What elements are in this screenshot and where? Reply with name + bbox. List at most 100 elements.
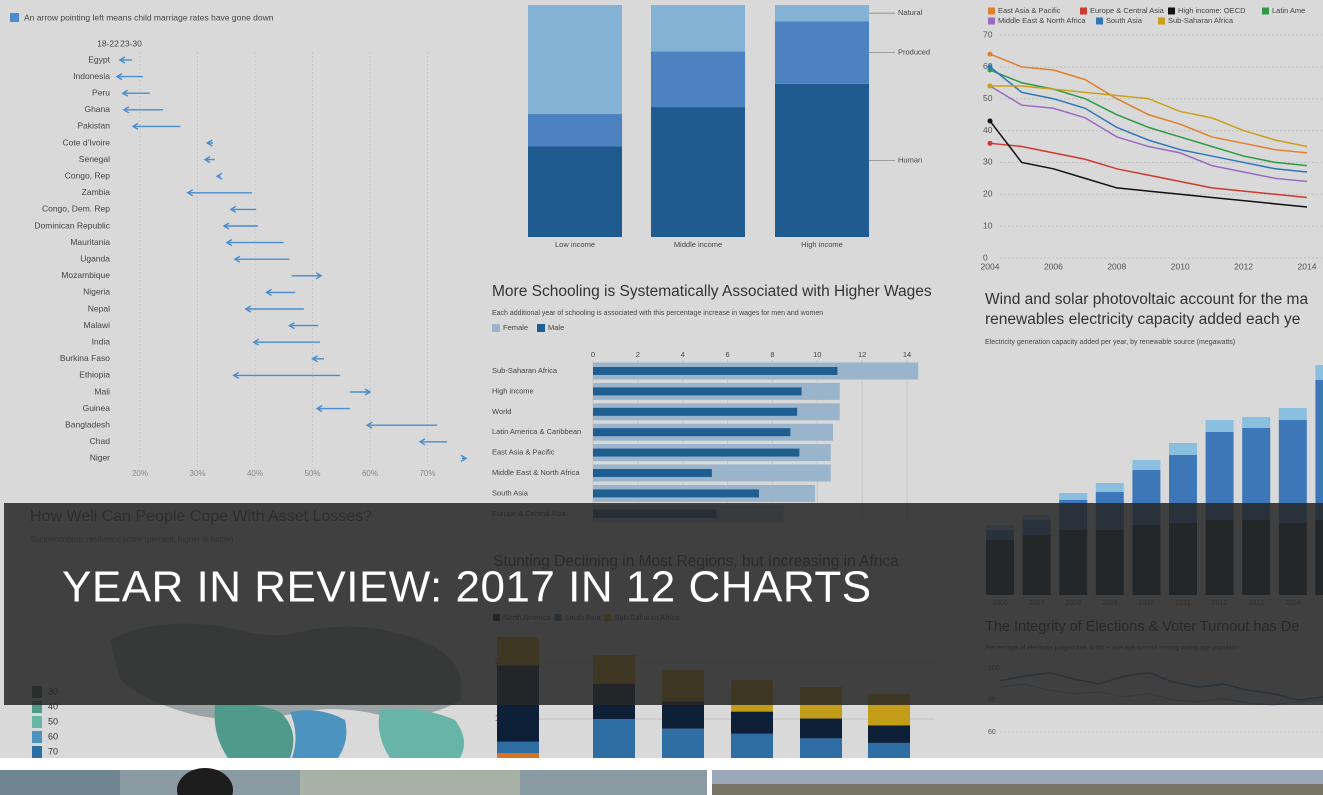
- x-tick-label: 6: [725, 350, 729, 359]
- category-label: Congo, Rep: [65, 170, 111, 180]
- category-label: East Asia & Pacific: [492, 448, 555, 457]
- line-start-dot: [988, 83, 993, 88]
- x-tick-label: 8: [770, 350, 774, 359]
- bar-segment: [1315, 380, 1323, 520]
- x-tick-label: 20%: [132, 469, 148, 478]
- x-tick-label: 40%: [247, 469, 263, 478]
- legend-swatch: [1080, 8, 1087, 15]
- category-label: Nepal: [88, 303, 110, 313]
- bar: [593, 387, 802, 395]
- bar-segment: [1132, 460, 1160, 470]
- legend-swatch: [32, 716, 42, 728]
- bar-segment: [528, 147, 622, 237]
- line-start-dot: [988, 141, 993, 146]
- bar-segment: [1242, 417, 1270, 428]
- bar: [593, 408, 797, 416]
- bar: [593, 367, 837, 375]
- legend-swatch: [537, 324, 545, 332]
- category-label: Congo, Dem. Rep: [42, 204, 110, 214]
- x-tick-label: 10: [813, 350, 821, 359]
- chart-title: More Schooling is Systematically Associa…: [492, 283, 932, 300]
- legend-text: Latin Ame: [1272, 6, 1305, 15]
- category-label: Mali: [94, 386, 110, 396]
- category-label: Malawi: [84, 320, 111, 330]
- bar-segment: [651, 107, 745, 237]
- legend-text: Middle East & North Africa: [998, 16, 1086, 25]
- legend-swatch: [1168, 8, 1175, 15]
- legend-swatch: [988, 18, 995, 25]
- x-tick-label: 60%: [362, 469, 378, 478]
- x-tick-label: 2014: [1298, 261, 1317, 271]
- photo-detail: [300, 770, 520, 795]
- bar-segment: [1279, 408, 1307, 420]
- category-label: Bangladesh: [65, 419, 110, 429]
- y-tick-label: 40: [983, 125, 993, 135]
- x-tick-label: 70%: [419, 469, 435, 478]
- bar-segment: [775, 5, 869, 21]
- category-label: South Asia: [492, 488, 529, 497]
- category-label: High income: [801, 240, 843, 249]
- legend-text: 50: [48, 716, 58, 726]
- category-label: Burkina Faso: [60, 353, 110, 363]
- bar-segment: [1206, 420, 1234, 432]
- bar-segment: [651, 51, 745, 107]
- legend-swatch: [1158, 18, 1165, 25]
- bar: [593, 489, 759, 497]
- series-label: Produced: [898, 48, 930, 57]
- category-label: Nigeria: [83, 287, 110, 297]
- category-label: Niger: [90, 453, 110, 463]
- line-start-dot: [988, 64, 993, 69]
- bar-segment: [1096, 483, 1124, 492]
- legend-text: Female: [503, 323, 528, 332]
- category-label: Sub-Saharan Africa: [492, 366, 558, 375]
- x-tick-label: 0: [591, 350, 595, 359]
- bar-segment: [775, 84, 869, 237]
- chart-subtitle: Electricity generation capacity added pe…: [985, 339, 1235, 346]
- legend-text: 70: [48, 746, 58, 756]
- series-header: 23-30: [120, 38, 142, 48]
- legend-text: Europe & Central Asia: [1090, 6, 1165, 15]
- category-label: Uganda: [80, 253, 110, 263]
- bar-segment: [528, 114, 622, 146]
- category-label: Latin America & Caribbean: [492, 427, 581, 436]
- x-tick-label: 2010: [1171, 261, 1190, 271]
- legend-swatch: [1096, 18, 1103, 25]
- x-tick-label: 2006: [1044, 261, 1063, 271]
- bar-segment: [800, 718, 842, 738]
- category-label: Cote d'Ivoire: [63, 137, 111, 147]
- category-label: Low income: [555, 240, 595, 249]
- x-tick-label: 12: [858, 350, 866, 359]
- legend-text: East Asia & Pacific: [998, 6, 1061, 15]
- category-label: India: [92, 336, 111, 346]
- legend-text: Male: [548, 323, 564, 332]
- y-tick-label: 10: [983, 220, 993, 230]
- series-label: Natural: [898, 8, 923, 17]
- legend-text: 60: [48, 731, 58, 741]
- line-start-dot: [988, 52, 993, 57]
- y-tick-label: 50: [983, 93, 993, 103]
- bar-segment: [1169, 443, 1197, 455]
- bar: [593, 449, 799, 457]
- x-tick-label: 14: [903, 350, 911, 359]
- legend-text: South Asia: [1106, 16, 1143, 25]
- bar: [593, 469, 712, 477]
- bar-segment: [1315, 365, 1323, 380]
- x-tick-label: 50%: [304, 469, 320, 478]
- category-label: Mauritania: [70, 237, 110, 247]
- page-body: { "banner": {"title": "YEAR IN REVIEW: 2…: [0, 0, 1323, 795]
- legend-swatch: [492, 324, 500, 332]
- legend-swatch: [988, 8, 995, 15]
- line-start-dot: [988, 119, 993, 124]
- y-tick-label: 60: [988, 729, 996, 736]
- x-tick-label: 4: [681, 350, 685, 359]
- category-label: Ethiopia: [79, 370, 110, 380]
- category-label: Peru: [92, 87, 110, 97]
- photo-left: [0, 768, 707, 795]
- bar-segment: [651, 5, 745, 51]
- category-label: Guinea: [83, 403, 111, 413]
- photo-right: [712, 770, 1323, 795]
- x-tick-label: 2008: [1107, 261, 1126, 271]
- x-tick-label: 2004: [981, 261, 1000, 271]
- y-tick-label: 30: [983, 157, 993, 167]
- hero: An arrow pointing left means child marri…: [0, 0, 1323, 795]
